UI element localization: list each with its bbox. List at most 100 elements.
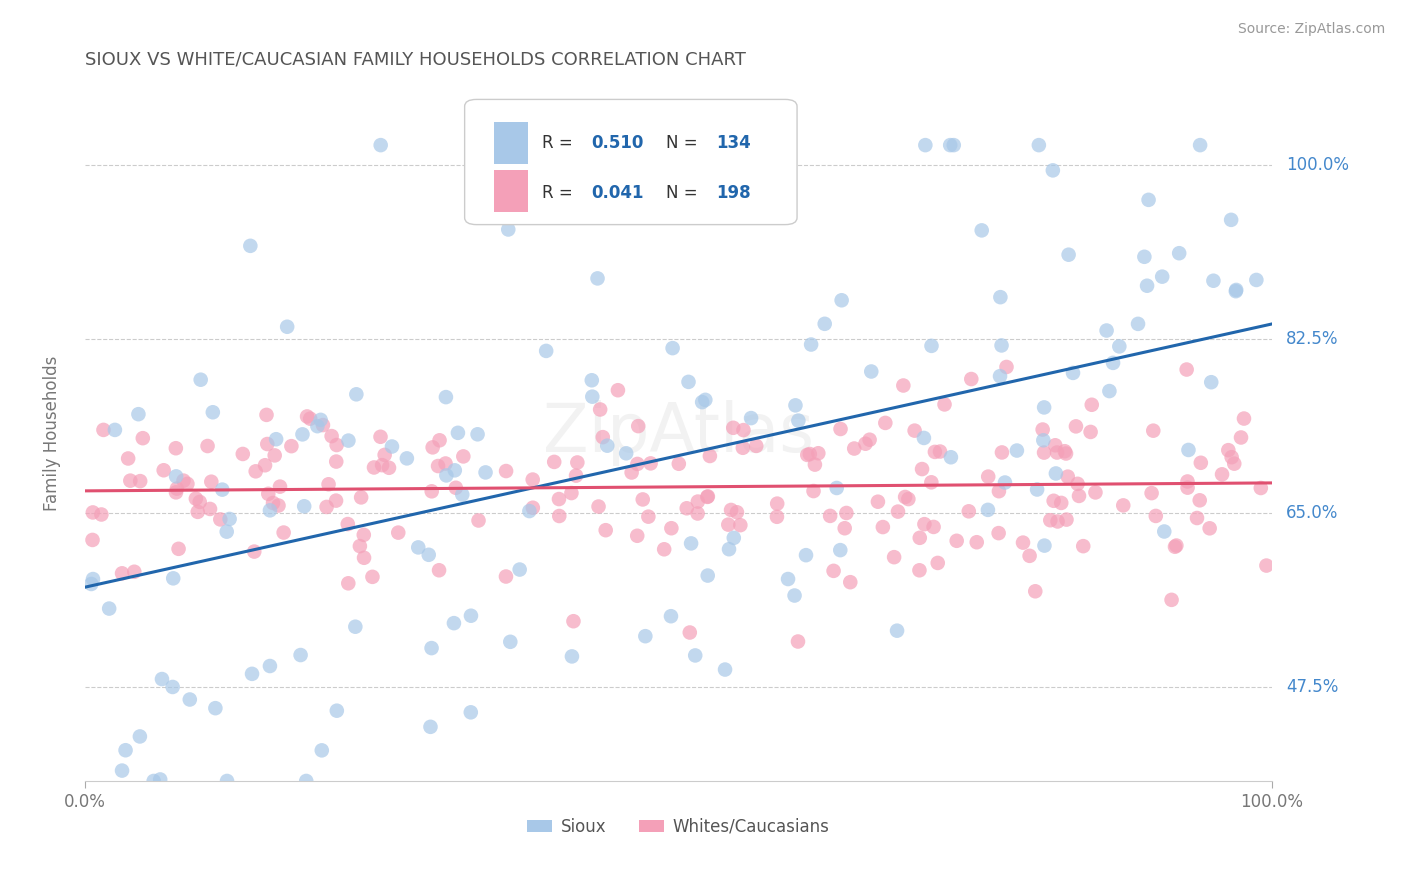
Point (794, 548, 817, 562)
Point (835, 506, 858, 520)
Point (325, 454, 347, 468)
Point (215, 774, 238, 789)
Point (509, 563, 531, 577)
Bar (495, 122, 527, 164)
Point (240, 666, 263, 681)
Point (924, 445, 946, 459)
Point (807, 446, 830, 460)
Point (1045, 438, 1067, 452)
Point (420, 641, 443, 656)
Point (886, 624, 908, 638)
Point (311, 743, 333, 757)
Point (132, 431, 155, 445)
Point (1080, 425, 1102, 439)
Point (290, 648, 312, 662)
Point (606, 383, 628, 397)
Point (634, 629, 657, 643)
Point (987, 526, 1010, 541)
Point (1033, 445, 1056, 459)
Point (586, 271, 609, 285)
Point (291, 427, 314, 442)
Point (730, 518, 752, 533)
Point (443, 463, 465, 477)
Point (419, 720, 441, 734)
Point (1028, 138, 1050, 153)
Point (200, 475, 222, 489)
Point (823, 564, 845, 578)
Point (474, 466, 496, 480)
Point (1062, 366, 1084, 380)
Point (1045, 467, 1067, 481)
Point (1084, 485, 1107, 500)
Point (336, 517, 359, 532)
Point (887, 505, 910, 519)
Point (640, 456, 662, 470)
Point (259, 503, 281, 517)
Point (443, 616, 465, 631)
Point (920, 475, 942, 490)
Text: 65.0%: 65.0% (1286, 504, 1339, 522)
Point (994, 475, 1017, 490)
Point (668, 457, 690, 471)
Point (661, 341, 683, 355)
Point (548, 491, 571, 506)
Point (908, 563, 931, 577)
Point (1005, 443, 1028, 458)
Point (894, 490, 917, 504)
Point (378, 460, 401, 475)
Point (796, 448, 818, 462)
Point (120, 474, 142, 488)
Point (766, 497, 789, 511)
Point (957, 504, 980, 518)
Point (927, 556, 949, 570)
Text: 0.510: 0.510 (592, 134, 644, 153)
Point (1054, 446, 1077, 460)
Point (1164, 540, 1187, 554)
Point (1064, 419, 1087, 434)
Point (165, 441, 187, 455)
Point (418, 548, 440, 562)
Point (1056, 513, 1078, 527)
Point (264, 432, 287, 446)
Point (218, 512, 240, 526)
Point (866, 494, 889, 508)
Point (1246, 273, 1268, 287)
Point (395, 451, 418, 466)
Point (589, 402, 612, 417)
Point (785, 398, 807, 412)
Point (93, 423, 115, 437)
Point (420, 484, 443, 499)
Point (325, 438, 347, 452)
Point (1177, 481, 1199, 495)
Text: 47.5%: 47.5% (1286, 678, 1339, 696)
Point (1225, 284, 1247, 298)
Point (960, 372, 983, 386)
Point (891, 378, 914, 392)
Point (814, 317, 837, 331)
Point (344, 620, 367, 634)
Point (1220, 450, 1243, 465)
Point (1225, 283, 1247, 297)
Point (991, 445, 1014, 459)
Point (988, 369, 1011, 384)
Point (696, 490, 718, 504)
Point (453, 450, 475, 464)
Point (966, 535, 988, 549)
Point (173, 474, 195, 488)
Point (496, 222, 519, 236)
Point (209, 512, 232, 526)
Point (176, 476, 198, 491)
Point (1153, 524, 1175, 539)
Point (562, 614, 585, 628)
Point (690, 395, 713, 409)
Point (232, 447, 254, 461)
Point (337, 576, 360, 591)
Text: 134: 134 (716, 134, 751, 153)
Point (717, 517, 740, 532)
Point (1168, 246, 1191, 260)
Point (620, 466, 643, 480)
Point (1066, 476, 1088, 491)
Y-axis label: Family Households: Family Households (44, 356, 60, 511)
Point (198, 502, 221, 516)
Point (353, 550, 375, 565)
